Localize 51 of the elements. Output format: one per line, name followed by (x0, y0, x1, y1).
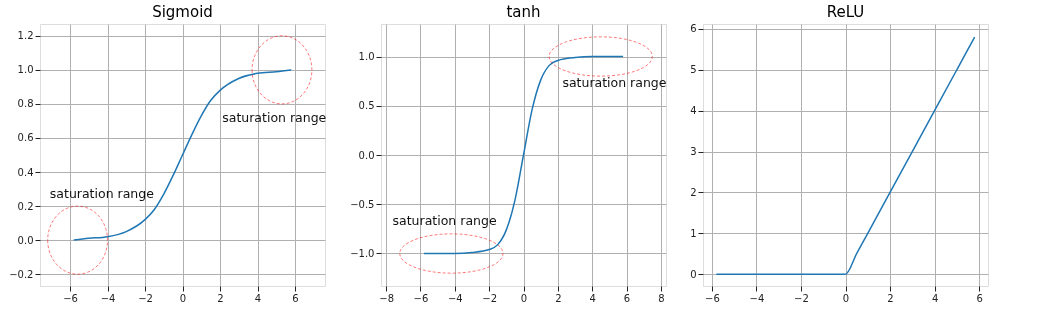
x-tick-label: −6 (705, 292, 720, 304)
y-tick-label: 2 (690, 186, 697, 198)
x-tick-label: −4 (447, 292, 463, 304)
y-tick-label: 0.8 (17, 98, 34, 110)
annotation: saturation range (222, 109, 327, 125)
annotation: saturation range (392, 213, 497, 229)
x-tick-label: 4 (254, 292, 262, 304)
x-tick-label: −4 (749, 292, 765, 304)
y-tick-label: 0.0 (17, 234, 34, 246)
line-series (715, 36, 976, 275)
chart-title: tanh (506, 3, 541, 21)
y-tick-label: 0 (690, 268, 697, 280)
x-tick-label: 2 (887, 292, 894, 304)
y-tick-label: 1.0 (17, 64, 34, 76)
y-tick-label: 1 (690, 227, 697, 239)
y-tick-label: 0.5 (358, 100, 375, 112)
x-tick-label: −4 (100, 292, 116, 304)
x-tick-label: 6 (292, 292, 299, 304)
x-tick-label: −2 (138, 292, 153, 304)
y-tick-label: 4 (690, 105, 697, 117)
x-tick-label: −6 (413, 292, 429, 304)
y-tick-label: 6 (690, 23, 697, 35)
y-tick-label: 0.6 (17, 132, 34, 144)
annotation: saturation range (562, 75, 667, 91)
x-tick-label: −6 (63, 292, 78, 304)
x-tick-label: −2 (794, 292, 809, 304)
x-tick-label: 8 (658, 292, 665, 304)
y-tick-label: 1.2 (17, 30, 34, 42)
chart-title: ReLU (826, 2, 865, 21)
x-tick-label: 0 (842, 292, 850, 304)
x-tick-label: 0 (520, 292, 528, 304)
y-tick-label: 0.0 (358, 149, 375, 161)
x-tick-label: 2 (555, 292, 562, 304)
y-tick-label: −0.5 (350, 198, 375, 210)
x-tick-label: 0 (179, 292, 187, 304)
x-tick-label: −2 (482, 292, 498, 304)
x-tick-label: 6 (976, 292, 983, 304)
x-tick-label: −8 (379, 292, 395, 304)
y-tick-label: 0.2 (17, 200, 34, 212)
y-tick-label: 0.4 (17, 166, 34, 178)
x-tick-label: 4 (589, 292, 596, 304)
y-tick-label: −1.0 (350, 248, 375, 259)
chart-title: Sigmoid (152, 3, 213, 21)
y-tick-label: −0.2 (9, 268, 34, 280)
y-tick-label: 5 (690, 64, 697, 76)
x-tick-label: 6 (623, 292, 631, 304)
x-tick-label: 4 (931, 292, 939, 304)
y-tick-label: 3 (690, 146, 697, 158)
annotation: saturation range (49, 186, 155, 202)
y-tick-label: 1.0 (358, 51, 375, 62)
x-tick-label: 2 (217, 292, 224, 304)
